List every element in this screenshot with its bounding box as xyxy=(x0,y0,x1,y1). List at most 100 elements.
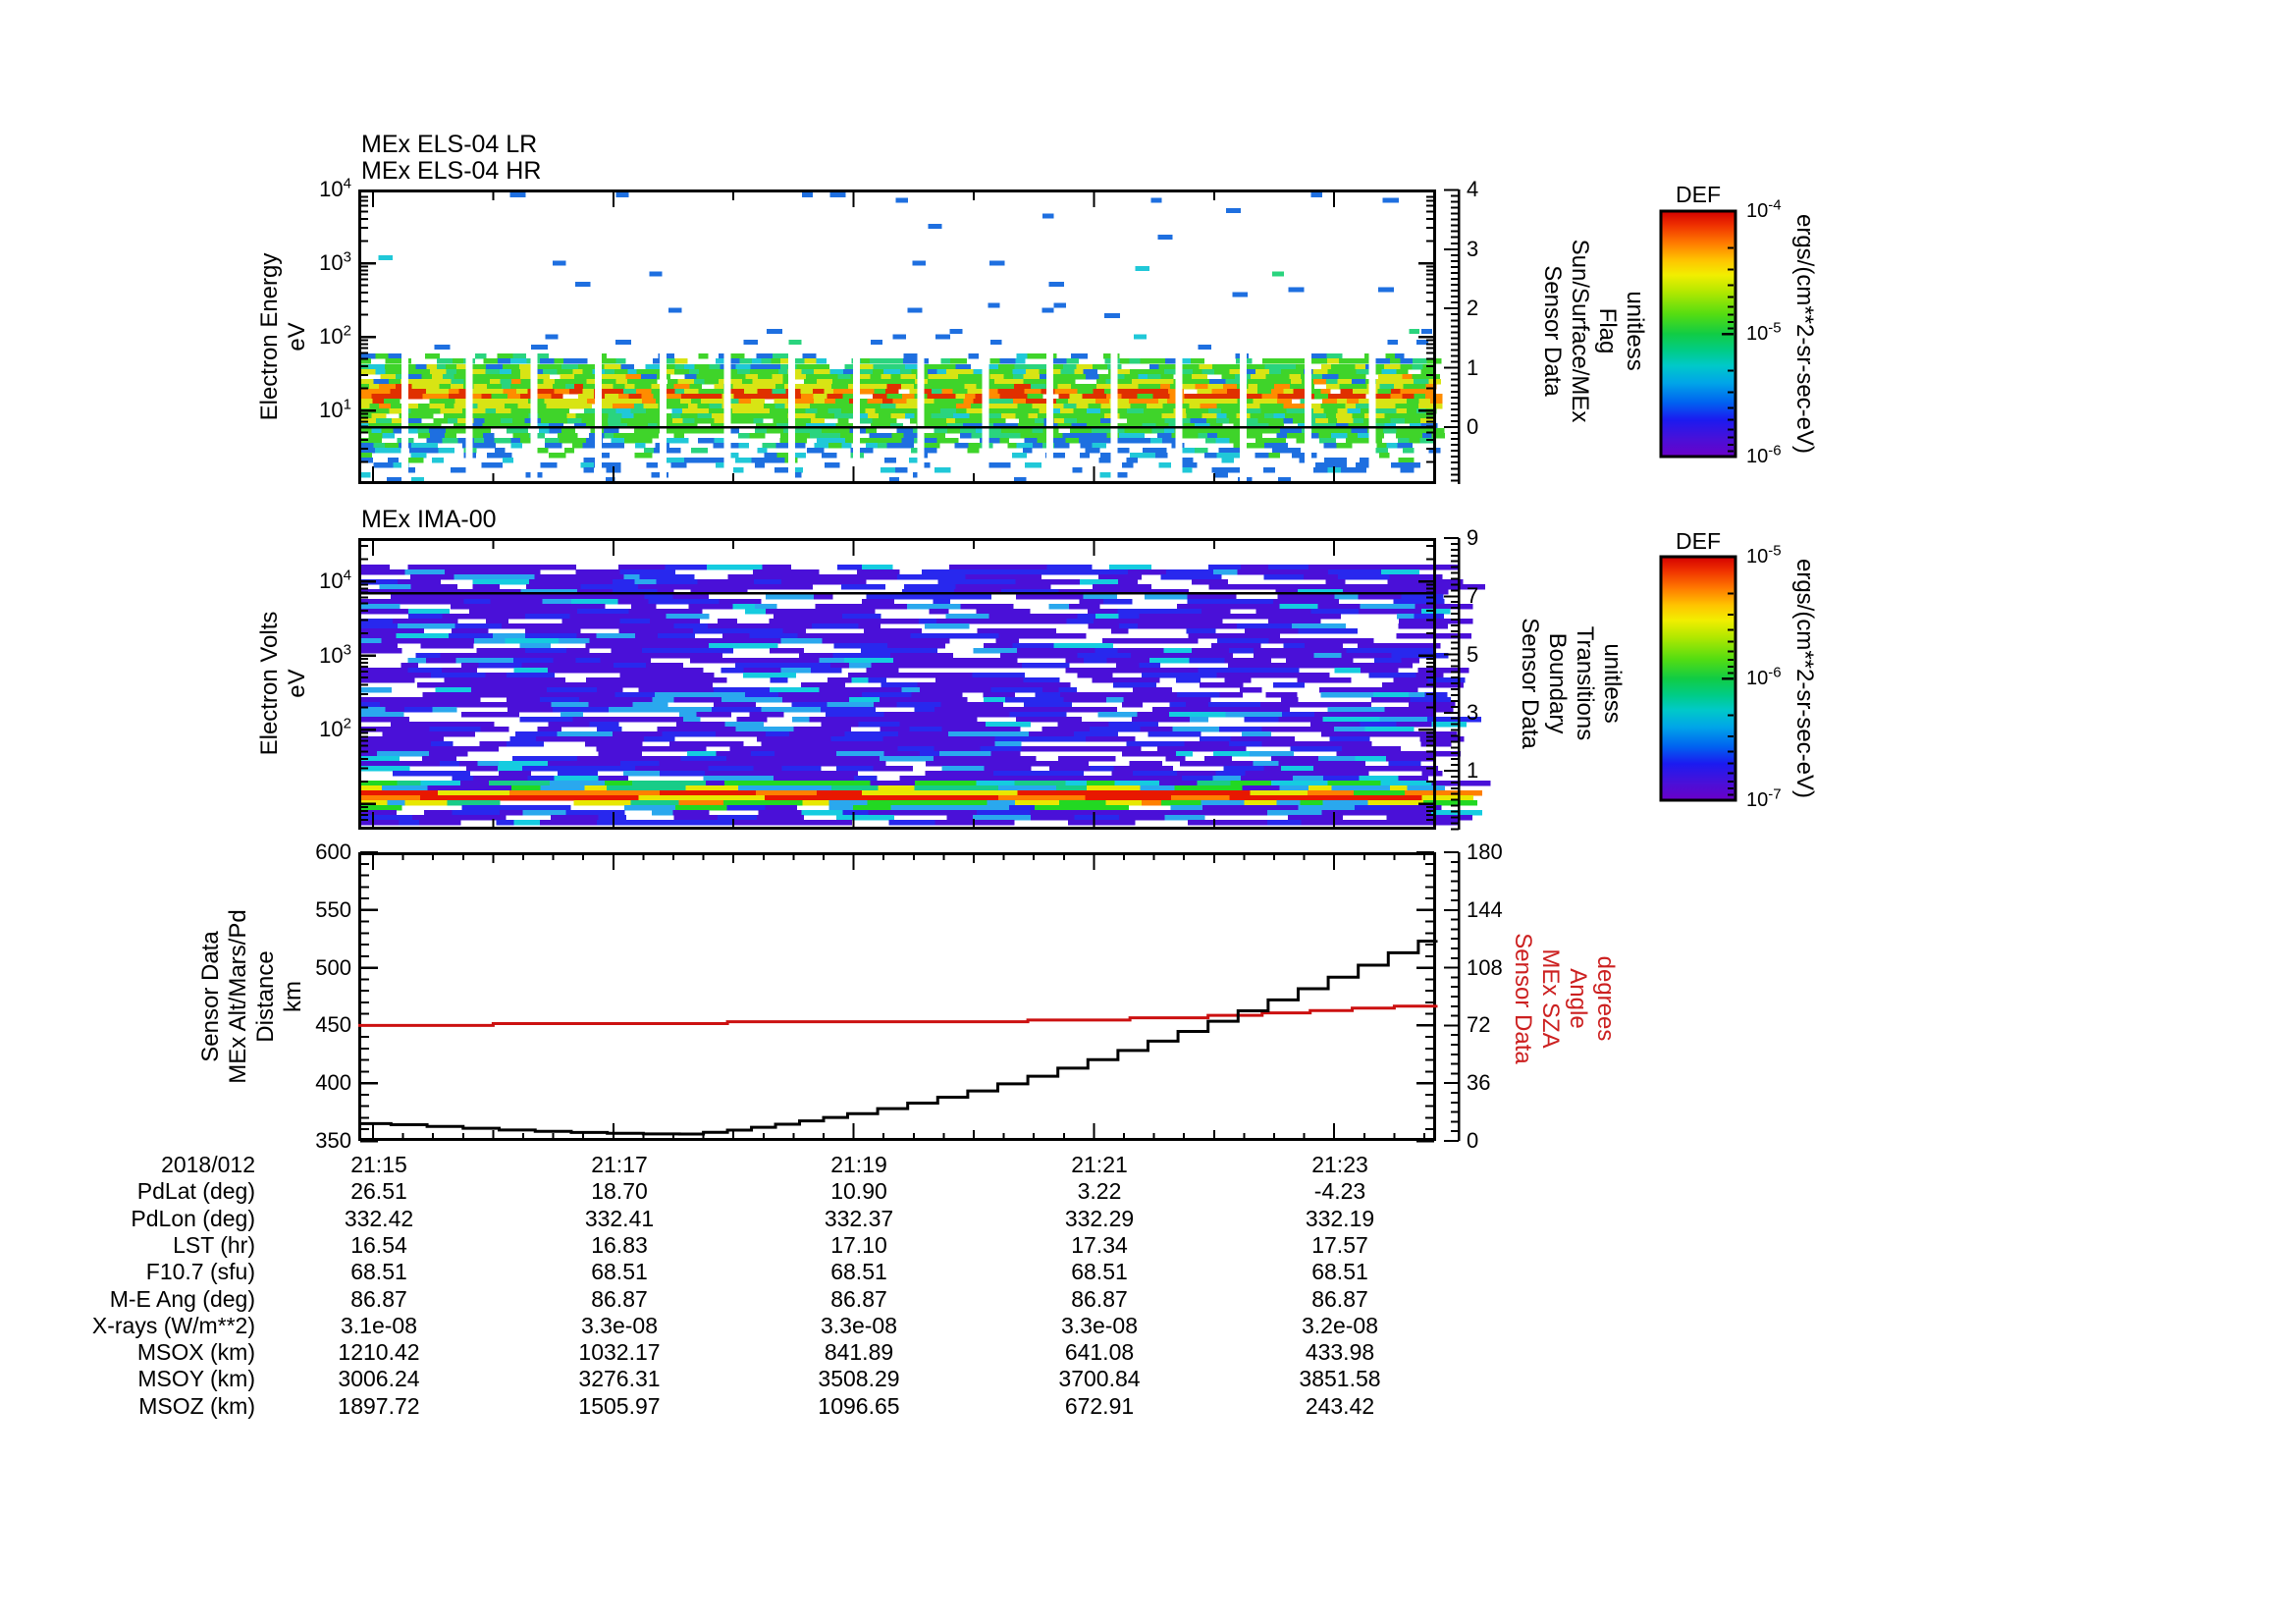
els-plot-title-lr: MEx ELS-04 LR xyxy=(361,131,538,158)
table-cell: 1032.17 xyxy=(578,1339,661,1366)
table-cell: 332.19 xyxy=(1305,1205,1375,1231)
table-cell: 3.3e-08 xyxy=(580,1312,658,1338)
ima-flag-axis-title: unitless Transitions Boundary Sensor Dat… xyxy=(1517,618,1626,749)
table-cell: 3700.84 xyxy=(1058,1366,1141,1392)
table-row-label: M-E Ang (deg) xyxy=(109,1285,255,1312)
table-cell: 68.51 xyxy=(591,1259,648,1285)
table-cell: 17.34 xyxy=(1071,1231,1128,1258)
table-cell: 3.22 xyxy=(1077,1178,1122,1205)
table-cell: 433.98 xyxy=(1305,1339,1375,1366)
els-ytick-label: 103 xyxy=(319,248,351,275)
table-cell: 86.87 xyxy=(591,1285,648,1312)
table-row-label: MSOY (km) xyxy=(137,1366,255,1392)
els-flag-axis-title: unitless Flag Sun/Surface/MEx Sensor Dat… xyxy=(1539,239,1648,423)
table-cell: 16.83 xyxy=(591,1231,648,1258)
table-date-label: 2018/012 xyxy=(161,1152,255,1177)
table-time-value: 21:17 xyxy=(591,1152,648,1177)
distance-y-axis-title: Sensor Data MEx Alt/Mars/Pd Distance km xyxy=(197,909,306,1084)
table-time-value: 21:19 xyxy=(830,1152,887,1177)
table-row-label: X-rays (W/m**2) xyxy=(91,1312,255,1338)
table-cell: 1210.42 xyxy=(338,1339,420,1366)
table-cell: 86.87 xyxy=(1311,1285,1368,1312)
distance-ytick-label: 500 xyxy=(315,954,351,980)
table-cell: 1096.65 xyxy=(818,1392,900,1419)
sza-tick-label: 72 xyxy=(1467,1012,1491,1038)
els-ytick-label: 104 xyxy=(319,175,351,201)
table-cell: 641.08 xyxy=(1064,1339,1135,1366)
table-cell: 3851.58 xyxy=(1299,1366,1381,1392)
table-cell: 3.1e-08 xyxy=(340,1312,417,1338)
sza-axis-title: degrees Angle MEx SZA Sensor Data xyxy=(1510,933,1619,1064)
table-cell: 1897.72 xyxy=(338,1392,420,1419)
table-row-label: PdLon (deg) xyxy=(131,1205,255,1231)
distance-ytick-label: 350 xyxy=(315,1128,351,1153)
ima-flag-tick-label: 3 xyxy=(1467,699,1479,725)
els-flag-tick-label: 3 xyxy=(1467,236,1479,261)
table-cell: 3.2e-08 xyxy=(1301,1312,1378,1338)
table-cell: 68.51 xyxy=(830,1259,887,1285)
sza-tick-label: 36 xyxy=(1467,1070,1491,1096)
els-flag-tick-label: 0 xyxy=(1467,414,1479,439)
distance-ytick-label: 450 xyxy=(315,1012,351,1038)
table-row-label: LST (hr) xyxy=(173,1231,255,1258)
table-time-value: 21:23 xyxy=(1311,1152,1368,1177)
table-cell: 18.70 xyxy=(591,1178,648,1205)
table-cell: 68.51 xyxy=(1071,1259,1128,1285)
distance-ytick-label: 550 xyxy=(315,896,351,922)
colorbar-tick-label: 10-6 xyxy=(1746,664,1782,689)
table-cell: 26.51 xyxy=(350,1178,407,1205)
table-row-label: PdLat (deg) xyxy=(136,1178,255,1205)
table-cell: 243.42 xyxy=(1305,1392,1375,1419)
ima-flag-tick-label: 1 xyxy=(1467,758,1479,783)
table-cell: -4.23 xyxy=(1313,1178,1366,1205)
table-cell: 3276.31 xyxy=(578,1366,661,1392)
table-cell: 86.87 xyxy=(350,1285,407,1312)
table-cell: 672.91 xyxy=(1064,1392,1135,1419)
colorbar-tick-label: 10-4 xyxy=(1746,196,1782,222)
colorbar-tick-label: 10-6 xyxy=(1746,442,1782,467)
table-row-label: MSOX (km) xyxy=(136,1339,255,1366)
sza-tick-label: 0 xyxy=(1467,1128,1479,1153)
colorbar-unit-label: ergs/(cm**2-sr-sec-eV) xyxy=(1791,558,1818,799)
sza-tick-label: 144 xyxy=(1467,896,1503,922)
els-flag-tick-label: 4 xyxy=(1467,177,1479,202)
table-row-label: F10.7 (sfu) xyxy=(145,1259,255,1285)
table-cell: 3006.24 xyxy=(338,1366,420,1392)
colorbar-tick-label: 10-5 xyxy=(1746,319,1782,345)
table-cell: 332.37 xyxy=(824,1205,894,1231)
table-cell: 10.90 xyxy=(830,1178,887,1205)
table-cell: 86.87 xyxy=(830,1285,887,1312)
table-time-value: 21:15 xyxy=(350,1152,407,1177)
distance-ytick-label: 600 xyxy=(315,839,351,864)
colorbar-tick-label: 10-7 xyxy=(1746,785,1782,811)
table-cell: 3.3e-08 xyxy=(1060,1312,1138,1338)
table-cell: 68.51 xyxy=(1311,1259,1368,1285)
ima-flag-tick-label: 5 xyxy=(1467,641,1479,667)
table-cell: 332.29 xyxy=(1064,1205,1135,1231)
table-cell: 1505.97 xyxy=(578,1392,661,1419)
colorbar-unit-label: ergs/(cm**2-sr-sec-eV) xyxy=(1791,213,1818,455)
ima-ytick-label: 104 xyxy=(319,567,351,593)
els-y-axis-title: Electron Energy eV xyxy=(256,252,310,421)
table-cell: 3.3e-08 xyxy=(820,1312,897,1338)
els-ytick-label: 102 xyxy=(319,322,351,349)
colorbar-title: DEF xyxy=(1676,528,1721,554)
els-flag-tick-label: 1 xyxy=(1467,354,1479,380)
els-flag-tick-label: 2 xyxy=(1467,296,1479,321)
table-cell: 68.51 xyxy=(350,1259,407,1285)
sza-tick-label: 108 xyxy=(1467,954,1503,980)
els-ytick-label: 101 xyxy=(319,396,351,422)
ima-flag-tick-label: 7 xyxy=(1467,583,1479,609)
ima-ytick-label: 102 xyxy=(319,715,351,741)
table-cell: 3508.29 xyxy=(818,1366,900,1392)
ima-plot-title: MEx IMA-00 xyxy=(361,506,497,533)
table-cell: 332.42 xyxy=(344,1205,414,1231)
table-time-value: 21:21 xyxy=(1071,1152,1128,1177)
ima-ytick-label: 103 xyxy=(319,641,351,668)
ima-y-axis-title: Electron Volts eV xyxy=(256,611,310,756)
table-cell: 86.87 xyxy=(1071,1285,1128,1312)
els-plot-title-hr: MEx ELS-04 HR xyxy=(361,157,542,185)
table-cell: 332.41 xyxy=(584,1205,655,1231)
